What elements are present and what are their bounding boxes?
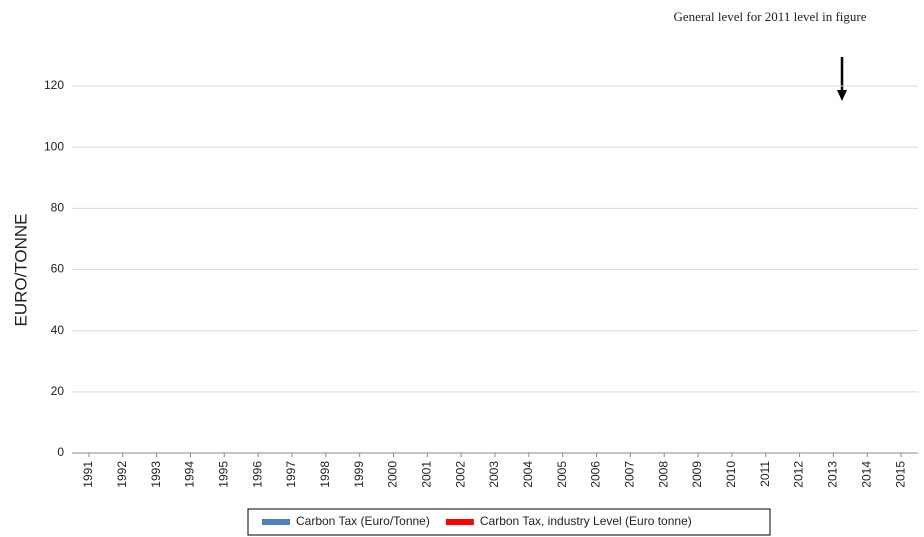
x-tick-label: 2013: [826, 461, 840, 488]
y-tick-label: 60: [51, 262, 65, 276]
x-tick-label: 2008: [656, 461, 670, 488]
x-tick-label: 1997: [284, 461, 298, 488]
y-tick-label: 0: [57, 445, 64, 459]
y-axis-label: EURO/TONNE: [11, 213, 30, 326]
x-tick-label: 2015: [893, 461, 907, 488]
y-tick-label: 80: [51, 201, 65, 215]
legend-label: Carbon Tax, industry Level (Euro tonne): [480, 514, 692, 528]
x-tick-label: 2006: [589, 461, 603, 488]
x-tick-label: 2003: [487, 461, 501, 488]
legend-box: [247, 508, 771, 536]
x-tick-label: 2014: [859, 461, 873, 488]
x-tick-label: 2004: [521, 461, 535, 488]
x-tick-label: 1996: [250, 461, 264, 488]
x-tick-label: 2005: [555, 461, 569, 488]
x-tick-label: 1991: [81, 461, 95, 488]
x-tick-label: 2010: [724, 461, 738, 488]
x-tick-label: 1992: [115, 461, 129, 488]
x-tick-label: 2000: [386, 461, 400, 488]
annotation: General level for 2011 level in figure: [674, 9, 867, 24]
legend: Carbon Tax (Euro/Tonne) Carbon Tax, indus…: [247, 508, 771, 536]
legend-label: Carbon Tax (Euro/Tonne): [296, 514, 430, 528]
x-tick-label: 1993: [149, 461, 163, 488]
y-tick-label: 20: [51, 384, 65, 398]
x-tick-label: 2002: [453, 461, 467, 488]
y-tick-label: 40: [51, 323, 65, 337]
x-tick-label: 1999: [352, 461, 366, 488]
x-tick-label: 1994: [183, 461, 197, 488]
y-tick-label: 120: [44, 78, 64, 92]
x-tick-label: 2011: [758, 461, 772, 487]
x-tick-label: 2007: [623, 461, 637, 488]
y-tick-label: 100: [44, 139, 64, 153]
x-tick-label: 2009: [690, 461, 704, 488]
x-tick-label: 1998: [318, 461, 332, 488]
x-tick-label: 1995: [216, 461, 230, 488]
annotation-arrowhead: [837, 90, 847, 101]
x-tick-label: 2001: [419, 461, 433, 488]
x-tick-label: 2012: [792, 461, 806, 488]
